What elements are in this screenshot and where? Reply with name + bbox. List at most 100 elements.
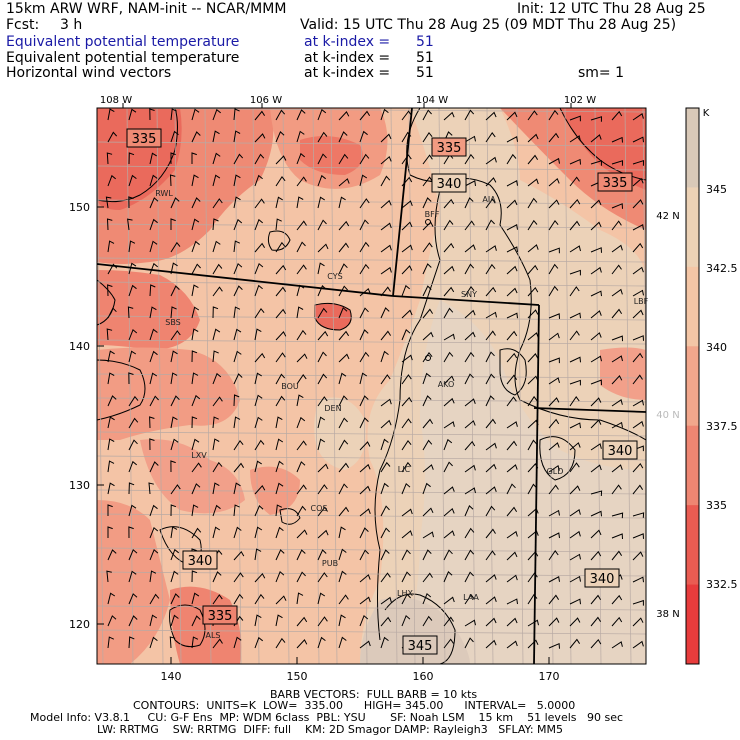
model-title: 15km ARW WRF, NAM-init -- NCAR/MMM bbox=[6, 1, 287, 17]
wind-barb bbox=[317, 351, 327, 363]
wind-barb bbox=[107, 395, 117, 407]
wind-barb bbox=[464, 637, 474, 649]
wind-barb bbox=[422, 131, 433, 143]
wind-barb bbox=[317, 484, 328, 495]
wind-barb bbox=[128, 350, 137, 363]
wind-barb bbox=[338, 636, 347, 649]
wind-barb bbox=[233, 306, 241, 319]
wind-barb bbox=[212, 152, 221, 165]
wind-barb bbox=[275, 352, 286, 363]
wind-barb bbox=[317, 219, 327, 231]
wind-barb bbox=[506, 312, 518, 319]
wind-barb bbox=[191, 197, 201, 209]
wind-barb bbox=[359, 130, 368, 143]
wind-barb bbox=[107, 438, 115, 451]
wind-barb bbox=[611, 335, 623, 342]
wind-barb bbox=[632, 352, 644, 363]
wind-barb bbox=[590, 529, 602, 539]
footer-barb-info: BARB VECTORS: FULL BARB = 10 kts bbox=[270, 688, 478, 701]
wind-barb bbox=[149, 108, 155, 121]
wind-barb bbox=[401, 309, 413, 319]
low-theta-e-west-central bbox=[97, 347, 240, 440]
wind-barb bbox=[191, 108, 200, 121]
wind-barb bbox=[170, 460, 176, 473]
station-als: ALS bbox=[205, 631, 220, 640]
wind-barb bbox=[296, 616, 308, 627]
field-2-level: at k-index = bbox=[304, 50, 391, 66]
contour-335-als bbox=[169, 604, 206, 648]
wind-barb bbox=[611, 464, 623, 473]
wind-barb bbox=[506, 421, 518, 429]
wind-barb bbox=[401, 200, 413, 209]
wind-barb bbox=[254, 284, 263, 297]
wind-barb bbox=[506, 374, 518, 385]
wind-barb bbox=[296, 196, 304, 209]
wind-barb bbox=[506, 617, 518, 627]
grid-label-y-140: 140 bbox=[69, 340, 90, 353]
wind-barb bbox=[191, 462, 202, 473]
contour-340-east bbox=[406, 108, 646, 441]
wind-barb bbox=[464, 285, 475, 297]
wind-barb bbox=[527, 419, 539, 429]
wind-barb bbox=[590, 616, 602, 627]
wind-barb bbox=[359, 395, 369, 407]
wind-barb bbox=[317, 108, 327, 121]
wind-barb bbox=[191, 131, 201, 143]
county-line bbox=[97, 199, 646, 205]
wind-barb bbox=[191, 284, 199, 297]
wind-barb bbox=[128, 504, 137, 517]
county-line bbox=[642, 108, 646, 419]
wind-barb bbox=[128, 240, 136, 253]
colorbar-swatch bbox=[686, 425, 699, 506]
wind-barb bbox=[106, 218, 113, 231]
wind-barb bbox=[611, 244, 623, 253]
wind-barb bbox=[170, 197, 180, 209]
wind-barb bbox=[611, 220, 622, 231]
wind-barb bbox=[611, 264, 622, 275]
wind-barb bbox=[590, 199, 602, 209]
wind-barb bbox=[338, 548, 347, 561]
wind-barb bbox=[296, 264, 307, 275]
wind-barb bbox=[506, 136, 518, 143]
wind-barb bbox=[590, 594, 602, 605]
low-theta-e-lxv bbox=[140, 439, 245, 514]
wind-barb bbox=[338, 111, 350, 121]
wind-barb bbox=[296, 592, 304, 605]
wind-barb bbox=[275, 131, 285, 143]
wind-barb bbox=[380, 307, 390, 319]
wind-barb bbox=[170, 372, 178, 385]
wind-barb bbox=[275, 241, 286, 253]
valid-time: Valid: 15 UTC Thu 28 Aug 25 (09 MDT Thu … bbox=[300, 17, 677, 33]
wind-barb bbox=[254, 328, 262, 341]
wind-barb bbox=[422, 592, 432, 605]
wind-barb bbox=[380, 636, 389, 649]
wind-barb bbox=[233, 174, 241, 187]
wind-barb bbox=[401, 614, 411, 627]
wind-barb bbox=[233, 439, 244, 451]
wind-barb bbox=[401, 110, 412, 121]
wind-barb bbox=[380, 350, 389, 363]
wind-barb bbox=[380, 175, 391, 187]
wind-barb bbox=[611, 512, 624, 519]
wind-barb bbox=[401, 374, 412, 385]
contour-label: 340 bbox=[182, 550, 218, 570]
wind-barb bbox=[296, 130, 305, 143]
forecast-hour: 3 h bbox=[60, 17, 83, 33]
wind-barb bbox=[128, 570, 137, 583]
wind-barb bbox=[485, 177, 497, 187]
wind-barb bbox=[106, 328, 113, 341]
wind-barb bbox=[527, 507, 539, 517]
wind-barb bbox=[632, 136, 644, 143]
wind-barb bbox=[127, 306, 134, 319]
wind-barb bbox=[338, 220, 350, 231]
wind-barb bbox=[590, 510, 602, 517]
wind-barb bbox=[485, 311, 497, 319]
station-bou: BOU bbox=[281, 382, 299, 391]
contour-small-2 bbox=[279, 508, 301, 525]
wind-barb bbox=[527, 286, 539, 297]
wind-barb bbox=[254, 614, 262, 627]
wind-barb bbox=[464, 373, 474, 385]
wind-barb bbox=[485, 442, 497, 451]
wind-barb bbox=[212, 372, 222, 385]
wind-barb bbox=[380, 482, 389, 495]
